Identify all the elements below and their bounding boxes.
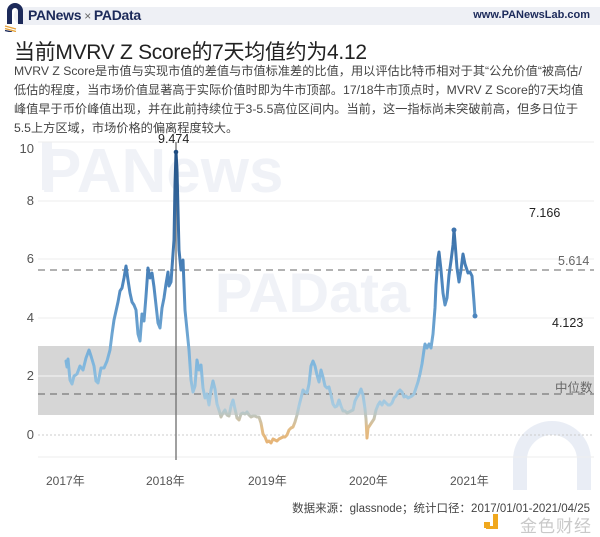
y-tick-6: 6 <box>26 251 34 266</box>
y-tick-4: 4 <box>26 310 34 325</box>
peak-point-7166 <box>451 227 457 233</box>
end-point-4123 <box>472 313 478 319</box>
ref-label-median: 中位数 <box>555 381 593 395</box>
mvrv-chart: PANews PAData 10 8 6 4 2 <box>0 130 600 490</box>
mvrv-line <box>64 150 477 445</box>
watermark-logo-arc <box>513 421 591 490</box>
x-tick-2021: 2021年 <box>450 474 489 488</box>
x-tick-2020: 2020年 <box>349 474 388 488</box>
watermark-panews: PANews <box>40 137 284 206</box>
chart-plot: PANews PAData <box>38 137 594 490</box>
chart-description: MVRV Z Score是市值与实现市值的差值与市值标准差的比值，用以评估比特币… <box>14 64 584 135</box>
brand-separator: × <box>84 9 91 23</box>
svg-text:PANews: PANews <box>40 137 284 206</box>
y-tick-2: 2 <box>26 368 34 383</box>
site-url: www.PANewsLab.com <box>473 9 590 21</box>
median-band <box>38 346 594 415</box>
x-tick-2019: 2019年 <box>248 474 287 488</box>
annotation-9474: 9.474 <box>158 132 190 146</box>
chart-title: 当前MVRV Z Score的7天均值约为4.12 <box>14 41 367 64</box>
peak-point-9474 <box>173 149 179 155</box>
panews-logo-icon <box>4 3 23 32</box>
y-tick-10: 10 <box>19 141 34 156</box>
jinse-logo-icon <box>484 514 498 529</box>
jinse-logo-text: 金色财经 <box>520 517 592 536</box>
y-tick-8: 8 <box>26 193 34 208</box>
header-bar <box>14 7 600 25</box>
data-source-note: 数据来源：glassnode；统计口径：2017/01/01-2021/04/2… <box>292 503 590 515</box>
svg-text:PAData: PAData <box>215 261 411 324</box>
ref-label-5614: 5.614 <box>558 254 590 268</box>
x-tick-2017: 2017年 <box>46 474 85 488</box>
y-tick-0: 0 <box>26 427 34 442</box>
watermark-padata: PAData <box>215 261 411 324</box>
brand-title: PANews × PAData <box>28 7 141 23</box>
brand-padata: PAData <box>93 7 141 23</box>
annotation-7166: 7.166 <box>529 206 561 220</box>
x-tick-2018: 2018年 <box>146 474 185 488</box>
brand-panews: PANews <box>28 7 82 23</box>
annotation-4123: 4.123 <box>552 316 584 330</box>
